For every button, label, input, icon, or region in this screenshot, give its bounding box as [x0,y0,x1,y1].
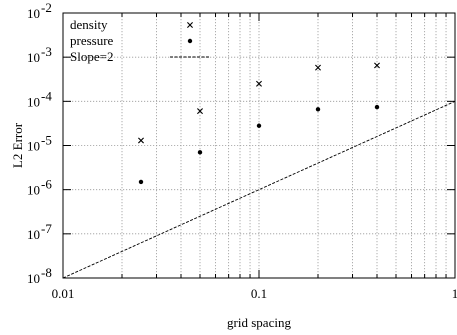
y-tick-label: 10 -2 [27,0,52,21]
y-tick-label-base: 10 [27,227,40,242]
legend-label: pressure [70,33,114,48]
y-tick-label-exponent: -6 [41,177,52,192]
y-tick-label: 10 -7 [27,221,52,242]
legend-entry-density: density [70,17,193,32]
y-tick-label: 10 -8 [27,265,52,286]
legend-marker [187,22,193,28]
y-tick-label-exponent: -5 [41,133,52,148]
y-tick-label-exponent: -4 [41,88,52,103]
y-tick-label-exponent: -2 [41,0,52,15]
y-tick-label-base: 10 [27,94,40,109]
density-point [315,64,321,71]
y-tick-label-exponent: -7 [41,221,52,236]
y-tick-label-base: 10 [27,50,40,65]
grid-layer [63,13,455,278]
x-tick-label: 1 [452,286,457,301]
y-tick-label-base: 10 [27,183,40,198]
legend-label: density [70,17,108,32]
pressure-point [315,107,321,112]
density-point [138,137,144,144]
y-tick-label: 10 -6 [27,177,52,198]
cross-stroke [197,108,203,115]
cross-stroke [374,62,380,69]
y-tick-label-exponent: -8 [41,265,52,280]
x-axis-label: grid spacing [227,315,291,330]
axes-layer: 0.01 0.1 110-810-710-610-510-410-310-2 [27,0,457,301]
y-tick-label-base: 10 [27,139,40,154]
y-tick-label: 10 -4 [27,88,52,109]
y-tick-label-base: 10 [27,6,40,21]
x-tick-label: 0.1 [251,286,267,301]
cross-stroke [187,22,193,28]
legend-entry-pressure: pressure [70,33,193,48]
y-tick-label: 10 -3 [27,44,52,65]
y-axis-label: L2 Error [10,122,25,168]
cross-stroke [256,80,262,87]
cross-stroke [315,64,321,71]
pressure-point [256,123,262,128]
cross-stroke [138,137,144,144]
y-tick-label-exponent: -3 [41,44,52,59]
y-tick-label: 10 -5 [27,133,52,154]
slope-2-line [62,100,456,279]
pressure-point [374,104,380,110]
legend-entry-slope-2: Slope=2 [70,49,210,64]
data-layer [62,62,456,279]
y-tick-label-base: 10 [27,271,40,286]
pressure-point [197,150,203,155]
density-point [374,62,380,69]
density-point [197,108,203,115]
legend-marker [187,38,193,44]
x-tick-label: 0.01 [52,286,75,301]
pressure-point [138,179,144,185]
density-point [256,80,262,87]
legend-label: Slope=2 [70,49,113,64]
